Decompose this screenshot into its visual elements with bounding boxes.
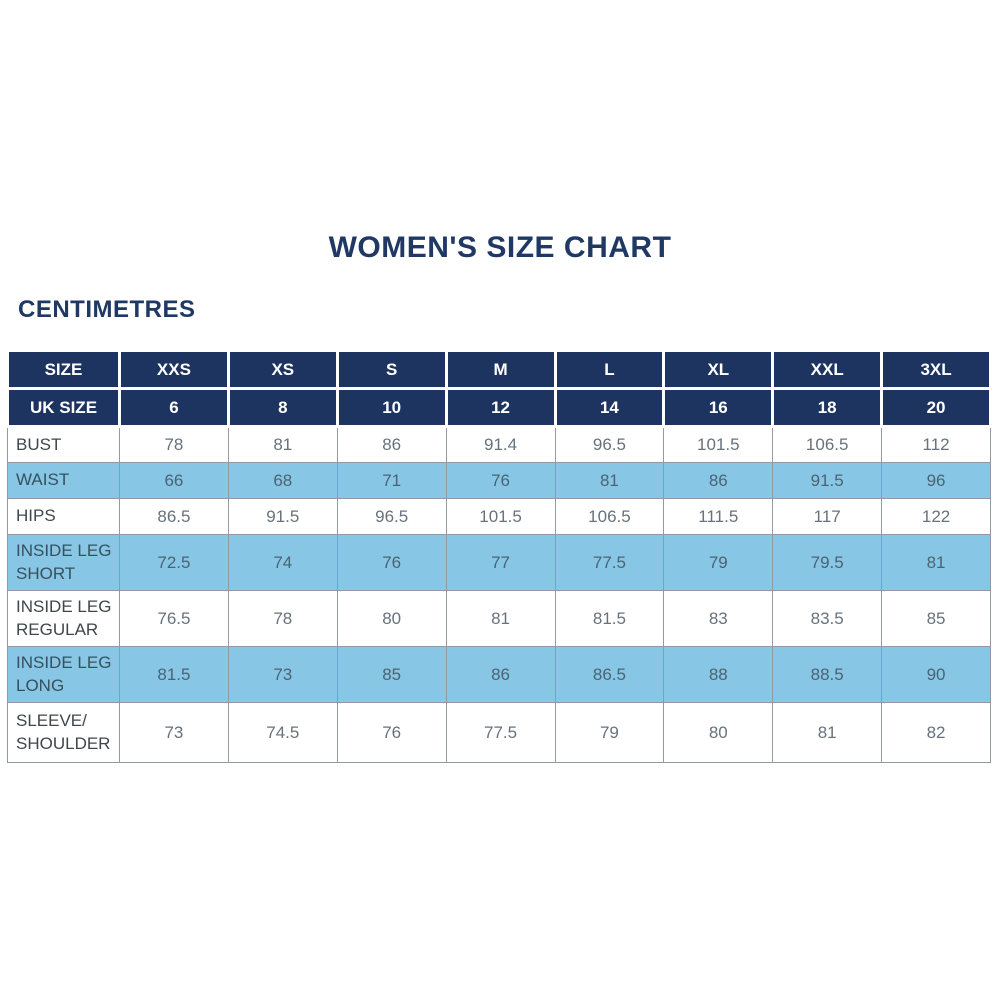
measurement-value: 74	[227, 534, 338, 591]
header-size-cell: 20	[880, 387, 992, 428]
measurement-value: 74.5	[227, 702, 338, 763]
measurement-value: 76	[336, 702, 447, 763]
measurement-value: 81	[772, 702, 883, 763]
row-label: INSIDE LEG LONG	[7, 646, 120, 703]
table-row: HIPS 86.5 91.5 96.5 101.5 106.5 111.5 117 122	[7, 498, 991, 535]
header-label-cell: SIZE	[6, 349, 121, 390]
measurement-value: 83	[663, 590, 774, 647]
measurement-value: 91.5	[772, 462, 883, 499]
measurement-value: 96.5	[554, 426, 665, 463]
measurement-value: 101.5	[663, 426, 774, 463]
measurement-value: 85	[881, 590, 991, 647]
measurement-value: 77	[445, 534, 556, 591]
table-row: SLEEVE/ SHOULDER 73 74.5 76 77.5 79 80 81 82	[7, 702, 991, 763]
table-row: WAIST 66 68 71 76 81 86 91.5 96	[7, 462, 991, 499]
measurement-value: 78	[119, 426, 229, 463]
measurement-value: 76	[336, 534, 447, 591]
measurement-value: 79	[663, 534, 774, 591]
table-row: INSIDE LEG SHORT 72.5 74 76 77 77.5 79 79.5 81	[7, 534, 991, 591]
header-size-cell: XS	[226, 349, 339, 390]
measurement-value: 122	[881, 498, 991, 535]
row-label: HIPS	[7, 498, 120, 535]
header-label-cell: UK SIZE	[6, 387, 121, 428]
measurement-value: 71	[336, 462, 447, 499]
header-size-cell: XXS	[118, 349, 230, 390]
table-row: INSIDE LEG REGULAR 76.5 78 80 81 81.5 83 83.5 85	[7, 590, 991, 647]
measurement-value: 88.5	[772, 646, 883, 703]
measurement-value: 91.4	[445, 426, 556, 463]
uk-size-header-row: UK SIZE 6 8 10 12 14 16 18 20	[6, 387, 992, 428]
measurement-value: 112	[881, 426, 991, 463]
measurement-value: 86	[663, 462, 774, 499]
measurement-value: 86.5	[554, 646, 665, 703]
measurement-value: 90	[881, 646, 991, 703]
row-label: INSIDE LEG SHORT	[7, 534, 120, 591]
measurement-value: 85	[336, 646, 447, 703]
measurement-value: 81.5	[554, 590, 665, 647]
row-label: WAIST	[7, 462, 120, 499]
measurement-value: 77.5	[445, 702, 556, 763]
header-size-cell: 8	[226, 387, 339, 428]
measurement-value: 77.5	[554, 534, 665, 591]
row-label: BUST	[7, 426, 120, 463]
size-chart-table: SIZE XXS XS S M L XL XXL 3XL UK SIZE 6 8 10 12 14 16 18 2…	[6, 349, 992, 763]
measurement-value: 96	[881, 462, 991, 499]
measurement-value: 117	[772, 498, 883, 535]
measurement-value: 81.5	[119, 646, 229, 703]
measurement-value: 76.5	[119, 590, 229, 647]
header-size-cell: 3XL	[880, 349, 992, 390]
measurement-value: 81	[227, 426, 338, 463]
measurement-value: 79.5	[772, 534, 883, 591]
measurement-value: 91.5	[227, 498, 338, 535]
measurement-value: 78	[227, 590, 338, 647]
measurement-value: 73	[227, 646, 338, 703]
table-row: BUST 78 81 86 91.4 96.5 101.5 106.5 112	[7, 426, 991, 463]
size-chart-header: SIZE XXS XS S M L XL XXL 3XL UK SIZE 6 8 10 12 14 16 18 2…	[6, 349, 992, 428]
measurement-value: 86.5	[119, 498, 229, 535]
measurement-value: 66	[119, 462, 229, 499]
header-size-cell: 6	[118, 387, 230, 428]
measurement-value: 79	[554, 702, 665, 763]
header-size-cell: 14	[553, 387, 666, 428]
measurement-value: 96.5	[336, 498, 447, 535]
row-label: SLEEVE/ SHOULDER	[7, 702, 120, 763]
measurement-value: 101.5	[445, 498, 556, 535]
row-label: INSIDE LEG REGULAR	[7, 590, 120, 647]
header-size-cell: 16	[662, 387, 775, 428]
size-header-row: SIZE XXS XS S M L XL XXL 3XL	[6, 349, 992, 390]
header-size-cell: 10	[335, 387, 448, 428]
measurement-value: 88	[663, 646, 774, 703]
measurement-value: 72.5	[119, 534, 229, 591]
measurement-value: 86	[445, 646, 556, 703]
measurement-value: 111.5	[663, 498, 774, 535]
header-size-cell: 12	[444, 387, 557, 428]
header-size-cell: XXL	[771, 349, 884, 390]
measurement-value: 80	[336, 590, 447, 647]
measurement-value: 81	[881, 534, 991, 591]
table-row: INSIDE LEG LONG 81.5 73 85 86 86.5 88 88.5 90	[7, 646, 991, 703]
measurement-value: 86	[336, 426, 447, 463]
measurement-value: 76	[445, 462, 556, 499]
header-size-cell: XL	[662, 349, 775, 390]
size-chart-body: BUST 78 81 86 91.4 96.5 101.5 106.5 112 WAIST 66 68…	[7, 426, 991, 763]
header-size-cell: L	[553, 349, 666, 390]
measurement-value: 106.5	[554, 498, 665, 535]
header-size-cell: M	[444, 349, 557, 390]
measurement-value: 106.5	[772, 426, 883, 463]
measurement-value: 81	[554, 462, 665, 499]
header-size-cell: 18	[771, 387, 884, 428]
measurement-value: 80	[663, 702, 774, 763]
measurement-value: 83.5	[772, 590, 883, 647]
page-title: WOMEN'S SIZE CHART	[328, 231, 672, 264]
header-size-cell: S	[335, 349, 448, 390]
measurement-value: 73	[119, 702, 229, 763]
measurement-value: 82	[881, 702, 991, 763]
measurement-value: 68	[227, 462, 338, 499]
unit-label: CENTIMETRES	[18, 296, 196, 323]
measurement-value: 81	[445, 590, 556, 647]
